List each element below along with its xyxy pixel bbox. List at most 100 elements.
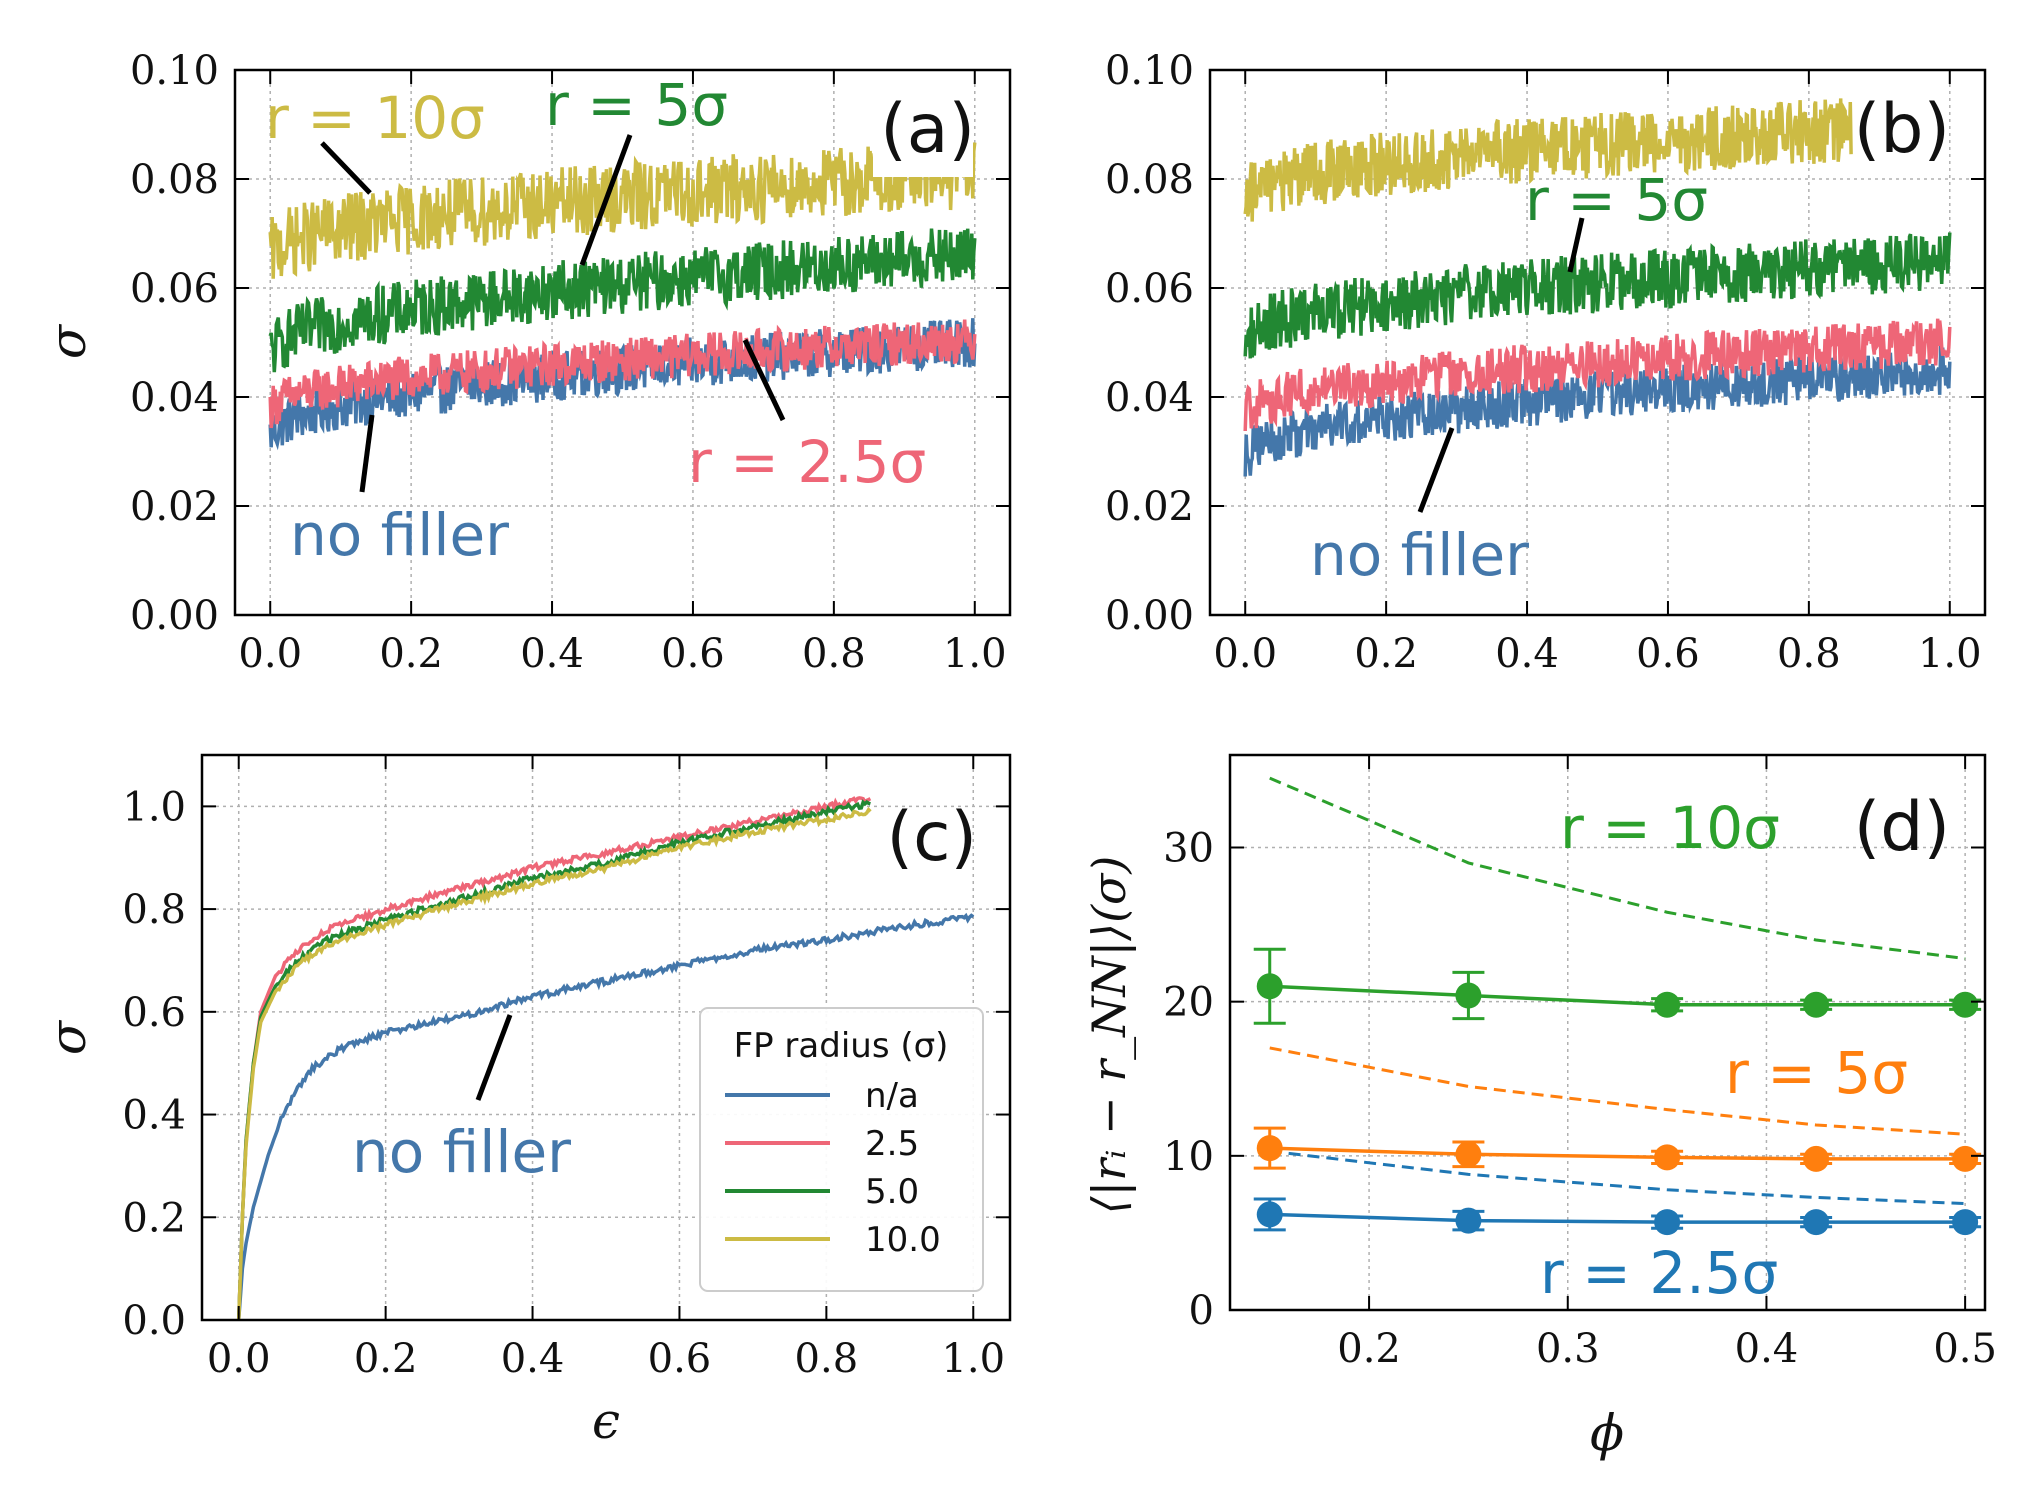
- series-line-r-10-: [1243, 98, 1853, 222]
- annotation-pointer: [320, 141, 372, 195]
- panel-c-ticks: 0.0 0.2 0.4 0.6 0.8 1.0 0.0 0.2 0.4 0.6 0.8 1.0: [122, 755, 1010, 1382]
- tick-label-x: 1.0: [943, 631, 1007, 677]
- panel-c-annotations: no filler: [352, 1014, 571, 1186]
- tick-label-y: 0.00: [130, 593, 219, 639]
- series-line-r-2-5-: [1269, 1212, 1966, 1224]
- tick-label-y: 0: [1189, 1288, 1214, 1334]
- annotation-pointer: [1417, 427, 1455, 513]
- panel-c-ylabel: σ: [39, 1019, 97, 1055]
- tick-label-x: 0.0: [1213, 631, 1277, 677]
- series-line-r-5-: [1243, 232, 1952, 359]
- annotation-pointer: [579, 134, 633, 266]
- data-point: [1654, 991, 1681, 1018]
- legend-box: [699, 1007, 984, 1292]
- tick-label-x: 0.2: [354, 1336, 418, 1382]
- tick-label-y: 0.06: [130, 266, 219, 312]
- tick-label-y: 0.04: [130, 375, 219, 421]
- tick-label-x: 0.6: [661, 631, 725, 677]
- annotation-pointer: [742, 338, 786, 422]
- panel-a-annotations: r = 10σ r = 5σ r = 2.5σ no filler: [265, 71, 926, 569]
- tick-label-x: 0.2: [1354, 631, 1418, 677]
- panel-b-frame: [1208, 68, 1987, 617]
- series-line-r-5-: [1269, 1146, 1966, 1161]
- data-point: [1803, 991, 1830, 1018]
- tick-label-y: 0.2: [122, 1195, 186, 1241]
- tick-label-x: 1.0: [941, 1336, 1005, 1382]
- tick-label-x: 0.2: [379, 631, 443, 677]
- tick-label-x: 0.8: [802, 631, 866, 677]
- annotation-r10: r = 10σ: [265, 84, 485, 152]
- annotation-no-filler: no filler: [1310, 521, 1529, 589]
- series-line-r-5-: [268, 228, 977, 373]
- tick-label-x: 0.4: [520, 631, 584, 677]
- data-point: [1654, 1209, 1681, 1236]
- tick-label-x: 0.3: [1536, 1326, 1600, 1372]
- tick-label-x: 1.0: [1918, 631, 1982, 677]
- legend-entry-5-0: 5.0: [865, 1172, 919, 1212]
- tick-label-y: 1.0: [122, 784, 186, 830]
- panel-d-xlabel: ϕ: [1590, 1404, 1624, 1462]
- legend-title: FP radius (σ): [734, 1026, 949, 1066]
- data-point: [1455, 1141, 1482, 1168]
- tick-label-x: 0.4: [501, 1336, 565, 1382]
- panel-b-label: (b): [1854, 90, 1950, 169]
- panel-a-series: [268, 135, 977, 451]
- annotation-no-filler: no filler: [352, 1118, 571, 1186]
- panel-b-series: [1243, 98, 1952, 477]
- panel-c-legend: FP radius (σ) n/a 2.5 5.0 10.0: [699, 1007, 984, 1292]
- data-point: [1455, 1207, 1482, 1234]
- tick-label-x: 0.6: [1636, 631, 1700, 677]
- annotation-no-filler: no filler: [290, 501, 509, 569]
- series-line-n-a: [236, 912, 975, 1321]
- series-line-r-10-: [268, 135, 977, 279]
- panel-c-series: [236, 796, 975, 1321]
- panel-a-frame: [233, 68, 1012, 617]
- series-line-10-0: [236, 806, 872, 1321]
- annotation-pointer: [359, 414, 375, 493]
- tick-label-y: 0.04: [1105, 375, 1194, 421]
- annotation-r5: r = 5σ: [1725, 1039, 1908, 1107]
- panel-d-label: (d): [1854, 788, 1950, 867]
- tick-label-y: 0.0: [122, 1298, 186, 1344]
- tick-label-x: 0.8: [795, 1336, 859, 1382]
- legend-entry-n-a: n/a: [865, 1076, 919, 1116]
- annotation-pointer: [1567, 217, 1585, 273]
- panel-c-frame: [200, 753, 1012, 1322]
- data-point: [1803, 1145, 1830, 1172]
- panel-a-label-box: [873, 95, 973, 177]
- tick-label-y: 10: [1163, 1134, 1214, 1180]
- panel-c-xlabel: ϵ: [592, 1392, 620, 1450]
- series-line-r-2-5-: [1243, 318, 1952, 432]
- tick-label-x: 0.8: [1777, 631, 1841, 677]
- panel-d-annotations: r = 10σ r = 5σ r = 2.5σ: [1540, 794, 1908, 1307]
- legend-entry-10-0: 10.0: [865, 1220, 941, 1260]
- series-dashed-r-2-5-: [1269, 1149, 1966, 1206]
- panel-a-ticks: 0.0 0.2 0.4 0.6 0.8 1.0 0.00 0.02 0.04 0.06 0.08 0.…: [130, 48, 1010, 677]
- panel-d-series: [1253, 776, 1982, 1236]
- panel-c: 0.0 0.2 0.4 0.6 0.8 1.0 0.0 0.2 0.4 0.6 0.8 1.0 (c)…: [39, 753, 1012, 1450]
- data-point: [1952, 1145, 1979, 1172]
- data-point: [1803, 1209, 1830, 1236]
- annotation-r2-5: r = 2.5σ: [688, 428, 926, 496]
- panel-d: 0.2 0.3 0.4 0.5 0 10 20 30 (d) ⟨|rᵢ − r_NN|⟩(σ)…: [1082, 753, 1997, 1462]
- tick-label-y: 0.00: [1105, 593, 1194, 639]
- tick-label-y: 0.6: [122, 990, 186, 1036]
- data-point: [1952, 1209, 1979, 1236]
- panel-b: 0.0 0.2 0.4 0.6 0.8 1.0 0.00 0.02 0.04 0.06 0.08 0.…: [1105, 48, 1987, 677]
- panel-d-ylabel: ⟨|rᵢ − r_NN|⟩(σ): [1082, 856, 1136, 1215]
- tick-label-x: 0.5: [1933, 1326, 1997, 1372]
- annotation-r5: r = 5σ: [545, 71, 728, 139]
- series-dashed-r-5-: [1269, 1046, 1966, 1136]
- tick-label-y: 0.02: [130, 484, 219, 530]
- data-point: [1952, 991, 1979, 1018]
- tick-label-y: 0.4: [122, 1093, 186, 1139]
- tick-label-y: 30: [1163, 826, 1214, 872]
- tick-label-y: 0.10: [130, 48, 219, 94]
- tick-label-x: 0.0: [207, 1336, 271, 1382]
- panel-a: 0.0 0.2 0.4 0.6 0.8 1.0 0.00 0.02 0.04 0.06 0.08 0.…: [39, 48, 1012, 677]
- panel-b-annotations: r = 5σ no filler: [1310, 166, 1708, 589]
- panel-c-label: (c): [887, 798, 977, 877]
- panel-b-ticks: 0.0 0.2 0.4 0.6 0.8 1.0 0.00 0.02 0.04 0.06 0.08 0.…: [1105, 48, 1985, 677]
- series-line-r-2-5-: [268, 319, 977, 429]
